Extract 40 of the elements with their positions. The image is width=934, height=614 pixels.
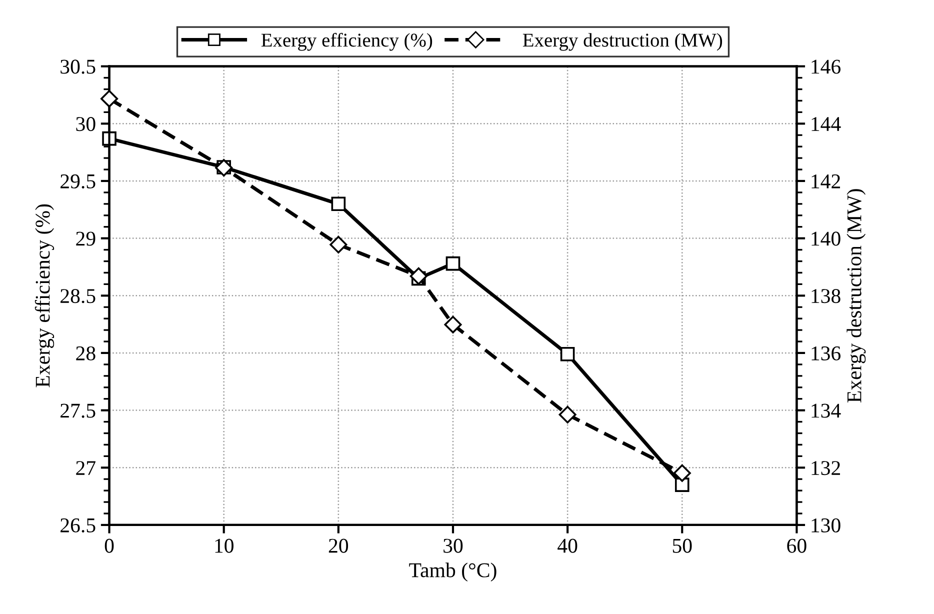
point bbox=[331, 196, 346, 212]
y2-tick-label: 132 bbox=[812, 461, 840, 476]
y-tick-label: 29.5 bbox=[60, 174, 96, 188]
x-axis-title: Tamb (°C) bbox=[409, 562, 496, 582]
y-tick-label: 28 bbox=[76, 346, 96, 360]
y2-tick-label: 146 bbox=[812, 60, 841, 74]
x-tick-label: 0 bbox=[104, 538, 114, 553]
x-tick-label: 30 bbox=[444, 538, 463, 553]
y-tick-label: 27.5 bbox=[60, 404, 96, 418]
x-tick-label: 10 bbox=[215, 538, 234, 553]
x-tick-label: 20 bbox=[328, 538, 348, 553]
y2-tick-label: 130 bbox=[812, 518, 840, 532]
point bbox=[558, 406, 576, 424]
y-tick-label: 30.5 bbox=[60, 60, 96, 74]
y-tick-label: 30 bbox=[76, 117, 96, 132]
y2-tick-label: 140 bbox=[812, 232, 840, 246]
y2-tick-label: 134 bbox=[812, 404, 841, 418]
point bbox=[444, 316, 462, 334]
y-axis-title: Exergy efficiency (%) bbox=[34, 204, 54, 388]
point bbox=[410, 267, 428, 285]
y-tick-label: 29 bbox=[76, 232, 96, 246]
y2-tick-label: 142 bbox=[812, 174, 840, 188]
y-tick-label: 28.5 bbox=[60, 289, 96, 304]
point bbox=[673, 464, 691, 482]
point bbox=[100, 90, 118, 108]
y2-tick-label: 136 bbox=[812, 346, 841, 360]
x-tick-label: 40 bbox=[558, 538, 578, 553]
y-tick-label: 27 bbox=[76, 461, 96, 475]
x-tick-label: 60 bbox=[787, 538, 806, 553]
y2-tick-label: 144 bbox=[812, 117, 841, 131]
y2-axis-title: Exergy destruction (MW) bbox=[846, 189, 866, 402]
point bbox=[674, 478, 690, 492]
y2-tick-label: 138 bbox=[812, 289, 840, 304]
legend-label: Exergy efficiency (%) bbox=[261, 32, 432, 51]
y-tick-label: 26.5 bbox=[60, 518, 96, 532]
point bbox=[560, 346, 575, 362]
x-tick-label: 50 bbox=[672, 538, 692, 553]
legend-label: Exergy destruction (MW) bbox=[522, 33, 722, 51]
point bbox=[330, 236, 348, 254]
point bbox=[446, 256, 460, 271]
